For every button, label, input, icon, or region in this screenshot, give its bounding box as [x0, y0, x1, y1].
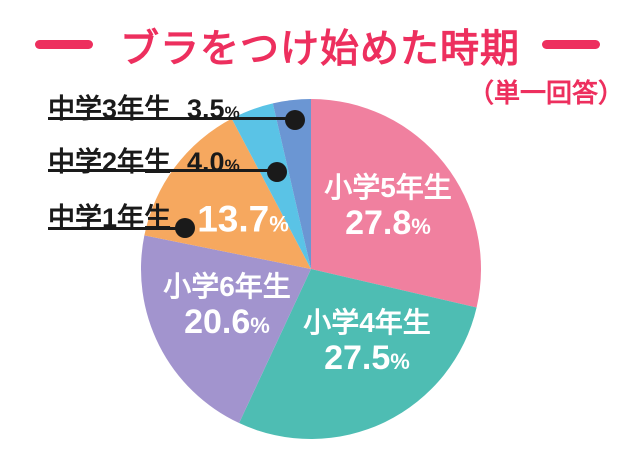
callout-dot-chu3-icon [285, 110, 305, 130]
slice-name: 中学2年生 [48, 147, 172, 177]
pie-slice-chu3 [272, 99, 311, 269]
chart-title: ブラをつけ始めた時期 [119, 28, 520, 71]
pie-slice-sho6 [140, 235, 311, 424]
percent-sign: % [390, 349, 410, 374]
chart-subtitle: （単一回答） [467, 78, 624, 108]
callout-dot-chu2-icon [267, 162, 287, 182]
callout-line-chu1 [48, 227, 186, 230]
slice-name: 小学5年生 [324, 172, 452, 203]
slice-value: 4.0% [187, 147, 240, 177]
pie-slice-sho5 [311, 99, 482, 308]
slice-name: 小学6年生 [163, 271, 291, 302]
slice-label-sho5: 小学5年生 27.8% [324, 172, 452, 246]
slice-name: 小学4年生 [303, 307, 431, 338]
slice-value: 27.8% [345, 204, 431, 242]
callout-label-chu3: 中学3年生 3.5% [48, 87, 240, 126]
slice-label-sho4: 小学4年生 27.5% [303, 307, 431, 381]
pie-slice-chu2 [231, 103, 311, 269]
slice-value: 27.5% [324, 339, 410, 377]
slice-value-chu1: 13.7% [197, 198, 289, 244]
percent-sign: % [411, 214, 431, 239]
title-dash-left-icon [35, 40, 93, 49]
slice-value: 13.7% [197, 198, 289, 240]
callout-label-chu2: 中学2年生 4.0% [48, 140, 240, 179]
percent-sign: % [224, 156, 240, 175]
pie-slice-sho4 [239, 269, 477, 439]
slice-value: 20.6% [184, 303, 270, 341]
title-dash-right-icon [542, 40, 600, 49]
callout-line-chu2 [48, 169, 278, 172]
percent-sign: % [250, 313, 270, 338]
callout-line-chu3 [48, 117, 296, 120]
callout-dot-chu1-icon [175, 218, 195, 238]
percent-sign: % [269, 211, 289, 237]
slice-label-sho6: 小学6年生 20.6% [163, 271, 291, 345]
